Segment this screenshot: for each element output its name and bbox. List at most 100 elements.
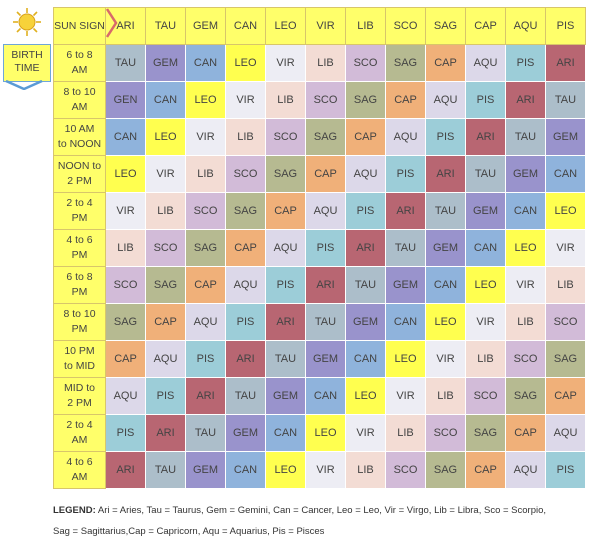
rising-sign-cell: SCO <box>105 266 146 304</box>
birth-time-line-2: to NOON <box>57 138 102 150</box>
rising-sign-cell: AQU <box>385 118 426 156</box>
rising-sign-cell: LIB <box>305 44 346 82</box>
rising-sign-cell: PIS <box>225 303 266 341</box>
rising-sign-cell: AQU <box>505 451 546 489</box>
arrow-down-icon <box>5 80 43 90</box>
header-sign-leo: LEO <box>265 7 306 45</box>
header-sign-can: CAN <box>225 7 266 45</box>
rising-sign-cell: ARI <box>545 44 586 82</box>
rising-sign-cell: CAN <box>505 192 546 230</box>
rising-sign-cell: LIB <box>545 266 586 304</box>
rising-sign-cell: SCO <box>465 377 506 415</box>
rising-sign-cell: TAU <box>465 155 506 193</box>
rising-sign-cell: TAU <box>505 118 546 156</box>
rising-sign-cell: GEM <box>225 414 266 452</box>
table-row: 2 to 4 PM VIR LIB SCO SAG CAP AQU PIS ARI TAU GEM CA… <box>53 192 586 230</box>
legend-title: LEGEND: <box>53 505 96 516</box>
rising-sign-cell: SAG <box>385 44 426 82</box>
birth-time-line-1: 10 PM <box>64 345 95 357</box>
rising-sign-cell: TAU <box>545 81 586 119</box>
rising-sign-cell: GEM <box>385 266 426 304</box>
birth-time-cell: 10 AM to NOON <box>53 118 106 156</box>
rising-sign-cell: SCO <box>385 451 426 489</box>
rising-sign-cell: LIB <box>145 192 186 230</box>
rising-sign-cell: CAN <box>345 340 386 378</box>
rising-sign-cell: SAG <box>345 81 386 119</box>
rising-sign-cell: LIB <box>465 340 506 378</box>
rising-sign-cell: LEO <box>145 118 186 156</box>
rising-sign-cell: CAN <box>465 229 506 267</box>
rising-sign-cell: PIS <box>465 81 506 119</box>
rising-sign-cell: SAG <box>545 340 586 378</box>
rising-sign-cell: CAN <box>145 81 186 119</box>
birth-time-cell: 8 to 10 AM <box>53 81 106 119</box>
rising-sign-cell: CAP <box>505 414 546 452</box>
rising-sign-cell: CAP <box>145 303 186 341</box>
rising-sign-cell: TAU <box>345 266 386 304</box>
table-row: 6 to 8 PM SCO SAG CAP AQU PIS ARI TAU GEM CAN LEO VI… <box>53 266 586 304</box>
birth-time-line-1: 2 to 4 <box>66 419 93 431</box>
sun-icon <box>13 8 41 36</box>
rising-sign-cell: ARI <box>185 377 226 415</box>
header-sign-pis: PIS <box>545 7 586 45</box>
table-row: 2 to 4 AM PIS ARI TAU GEM CAN LEO VIR LIB SCO SAG CA… <box>53 414 586 452</box>
legend: LEGEND: Ari = Aries, Tau = Taurus, Gem =… <box>53 500 593 542</box>
rising-sign-cell: GEM <box>185 451 226 489</box>
rising-sign-cell: TAU <box>145 451 186 489</box>
header-sign-sag: SAG <box>425 7 466 45</box>
table-row: 10 PM to MID CAP AQU PIS ARI TAU GEM CAN LEO VIR LI… <box>53 340 586 378</box>
rising-sign-cell: VIR <box>505 266 546 304</box>
header-row: SUN SIGN ARI TAU GEM CAN LEO VIR LIB SCO SAG CAP AQ… <box>53 7 586 45</box>
rising-sign-cell: CAN <box>305 377 346 415</box>
rising-sign-cell: LIB <box>265 81 306 119</box>
rising-sign-cell: AQU <box>105 377 146 415</box>
rising-sign-cell: SCO <box>145 229 186 267</box>
rising-sign-cell: LEO <box>225 44 266 82</box>
birth-time-cell: 6 to 8 PM <box>53 266 106 304</box>
rising-sign-cell: ARI <box>465 118 506 156</box>
rising-sign-cell: PIS <box>545 451 586 489</box>
rising-sign-cell: CAP <box>305 155 346 193</box>
rising-sign-cell: GEM <box>305 340 346 378</box>
rising-sign-cell: SAG <box>305 118 346 156</box>
rising-sign-cell: ARI <box>145 414 186 452</box>
rising-sign-cell: LEO <box>465 266 506 304</box>
rising-sign-cell: CAN <box>105 118 146 156</box>
rising-sign-cell: SCO <box>425 414 466 452</box>
rising-sign-cell: CAP <box>105 340 146 378</box>
birth-time-line-1: 2 to 4 <box>66 197 93 209</box>
rising-sign-cell: ARI <box>505 81 546 119</box>
rising-sign-cell: SCO <box>265 118 306 156</box>
rising-sign-cell: VIR <box>465 303 506 341</box>
rising-sign-cell: PIS <box>145 377 186 415</box>
table-row: 4 to 6 AM ARI TAU GEM CAN LEO VIR LIB SCO SAG CAP AQ… <box>53 451 586 489</box>
table-row: 4 to 6 PM LIB SCO SAG CAP AQU PIS ARI TAU GEM CAN LE… <box>53 229 586 267</box>
birth-time-cell: 2 to 4 AM <box>53 414 106 452</box>
rising-sign-cell: ARI <box>265 303 306 341</box>
birth-time-line-2: PM <box>71 212 88 224</box>
rising-sign-cell: SCO <box>225 155 266 193</box>
rising-sign-cell: PIS <box>105 414 146 452</box>
birth-time-line-2: PM <box>71 249 88 261</box>
birth-time-line-2: to MID <box>64 360 95 372</box>
birth-time-line-1: 10 AM <box>64 123 95 135</box>
rising-sign-cell: VIR <box>265 44 306 82</box>
rising-sign-cell: CAP <box>265 192 306 230</box>
chevron-right-icon <box>106 8 118 38</box>
rising-sign-cell: VIR <box>145 155 186 193</box>
rising-sign-cell: PIS <box>385 155 426 193</box>
rising-sign-cell: AQU <box>465 44 506 82</box>
rising-sign-cell: VIR <box>305 451 346 489</box>
birth-time-cell: 4 to 6 AM <box>53 451 106 489</box>
rising-sign-cell: LIB <box>385 414 426 452</box>
rising-sign-cell: AQU <box>145 340 186 378</box>
legend-line-1: LEGEND: Ari = Aries, Tau = Taurus, Gem =… <box>53 500 593 521</box>
birth-time-line-1: BIRTH <box>11 49 43 61</box>
rising-sign-cell: SCO <box>545 303 586 341</box>
rising-sign-cell: PIS <box>425 118 466 156</box>
rising-sign-cell: LIB <box>425 377 466 415</box>
rising-sign-cell: PIS <box>265 266 306 304</box>
birth-time-line-1: 8 to 10 <box>63 308 96 320</box>
birth-time-cell: NOON to 2 PM <box>53 155 106 193</box>
rising-sign-cell: AQU <box>545 414 586 452</box>
